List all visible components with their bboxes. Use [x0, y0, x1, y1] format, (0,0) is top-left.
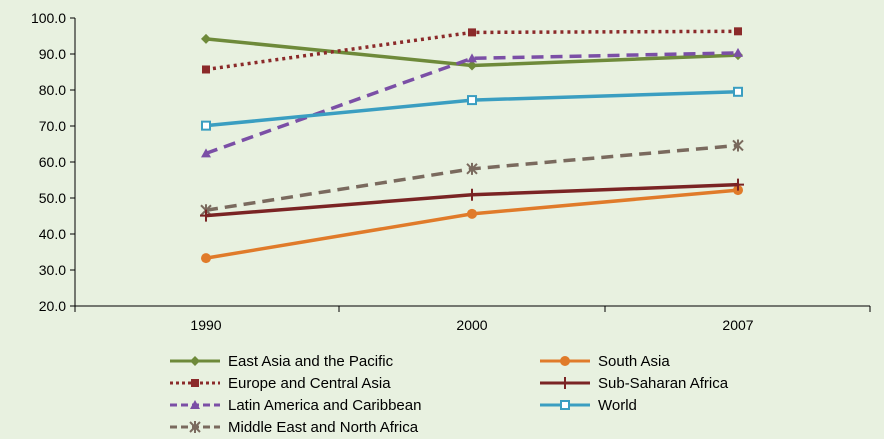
series-7 [202, 88, 742, 130]
x-tick-label: 2007 [722, 317, 753, 333]
data-point [468, 28, 476, 36]
y-tick-label: 30.0 [39, 262, 66, 278]
y-tick-label: 50.0 [39, 190, 66, 206]
y-tick-label: 70.0 [39, 118, 66, 134]
legend-label: World [598, 397, 637, 414]
legend-label: South Asia [598, 353, 670, 370]
y-tick-label: 80.0 [39, 82, 66, 98]
y-tick-label: 100.0 [31, 10, 66, 26]
legend-marker [190, 356, 200, 366]
legend-label: Middle East and North Africa [228, 419, 419, 436]
data-point [202, 122, 210, 130]
legend-marker [559, 377, 571, 389]
legend-marker [191, 379, 199, 387]
legend-label: Sub-Saharan Africa [598, 375, 729, 392]
legend-marker [560, 356, 570, 366]
chart-series [200, 27, 744, 263]
legend-item: World [540, 397, 637, 414]
y-tick-label: 90.0 [39, 46, 66, 62]
data-point [466, 189, 478, 201]
legend-label: Europe and Central Asia [228, 375, 391, 392]
y-tick-label: 60.0 [39, 154, 66, 170]
x-tick-label: 2000 [456, 317, 487, 333]
chart-legend: East Asia and the Pacific Europe and Cent… [170, 353, 729, 436]
legend-item: Latin America and Caribbean [170, 397, 421, 414]
data-point [468, 96, 476, 104]
data-point [734, 27, 742, 35]
legend-item: East Asia and the Pacific [170, 353, 394, 370]
legend-item: Sub-Saharan Africa [540, 375, 729, 392]
data-point [200, 210, 212, 222]
legend-marker [561, 401, 569, 409]
legend-label: East Asia and the Pacific [228, 353, 394, 370]
legend-item: South Asia [540, 353, 670, 370]
legend-item: Middle East and North Africa [170, 419, 419, 436]
x-tick-label: 1990 [190, 317, 221, 333]
data-point [201, 253, 211, 263]
legend-item: Europe and Central Asia [170, 375, 391, 392]
y-tick-label: 40.0 [39, 226, 66, 242]
series-4 [201, 139, 743, 216]
legend-label: Latin America and Caribbean [228, 397, 421, 414]
data-point [734, 88, 742, 96]
data-point [202, 65, 210, 73]
data-point [201, 34, 211, 44]
y-tick-label: 20.0 [39, 298, 66, 314]
data-point [467, 209, 477, 219]
series-1 [201, 34, 743, 71]
data-point [733, 48, 743, 57]
